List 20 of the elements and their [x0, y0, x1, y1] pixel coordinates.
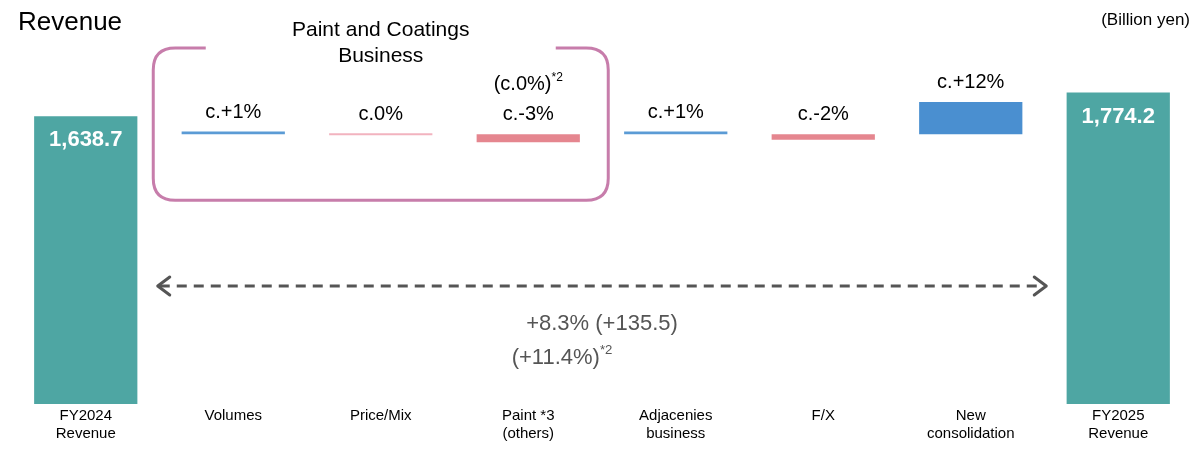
data-label: 1,774.2	[1081, 102, 1155, 128]
x-tick-label: Volumes	[204, 406, 263, 424]
data-label: c.+1%	[205, 99, 262, 122]
x-tick-label: Paint *3 (others)	[501, 406, 555, 442]
text: Paint and Coatings Business	[292, 16, 470, 66]
data-label: c.-3%	[502, 102, 555, 125]
x-tick-label: F/X	[811, 406, 835, 424]
data-label: c.+1%	[647, 99, 705, 122]
data-label: c.0%	[358, 102, 404, 125]
x-tick-label: Adjacenies business	[639, 406, 713, 442]
data-label: c.+12%	[937, 70, 1005, 93]
annotation: +8.3% (+135.5)	[526, 310, 678, 335]
x-tick-label: FY2025 Revenue	[1088, 406, 1149, 442]
x-tick-label: New consolidation	[926, 406, 1015, 442]
y-axis-title: (Billion yen)	[1101, 10, 1190, 30]
chart-title: Revenue	[18, 6, 123, 37]
x-tick-label: FY2024 Revenue	[55, 406, 116, 442]
x-tick-label: Price/Mix	[349, 406, 413, 424]
data-label: c.-2%	[797, 102, 850, 125]
data-label: 1,638.7	[49, 126, 123, 152]
